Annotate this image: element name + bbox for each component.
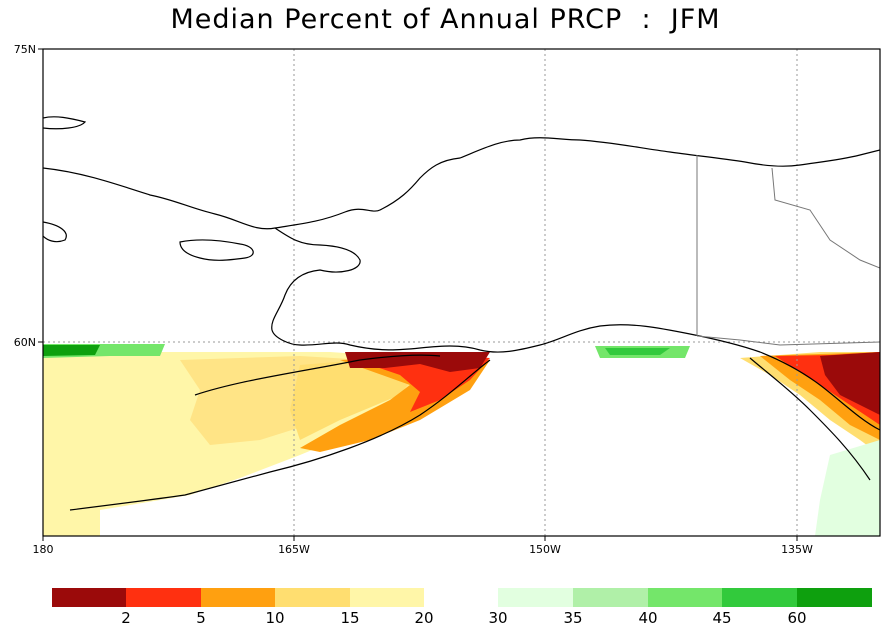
axis-ticks bbox=[38, 48, 798, 541]
lon-label-135w: 135W bbox=[781, 543, 813, 556]
colorbar-swatch-35-40 bbox=[573, 588, 648, 607]
colorbar-swatch-15-20 bbox=[350, 588, 424, 607]
border-line bbox=[696, 155, 880, 346]
colorbar-swatch-2-5 bbox=[126, 588, 201, 607]
colorbar-swatch-40-45 bbox=[648, 588, 722, 607]
lon-label-165w: 165W bbox=[278, 543, 310, 556]
colorbar-label: 15 bbox=[340, 609, 360, 627]
colorbar-swatch-10-15 bbox=[275, 588, 350, 607]
lon-label-180: 180 bbox=[33, 543, 54, 556]
colorbar-swatch-30-35 bbox=[498, 588, 573, 607]
colorbar-swatch-45-60 bbox=[722, 588, 797, 607]
colorbar-swatch-gt60 bbox=[797, 588, 872, 607]
coastline bbox=[43, 116, 880, 511]
colorbar-swatch-lt2 bbox=[52, 588, 126, 607]
colorbar-label: 5 bbox=[196, 609, 206, 627]
lat-label-75n: 75N bbox=[14, 43, 36, 56]
lon-label-150w: 150W bbox=[529, 543, 561, 556]
lat-label-60n: 60N bbox=[14, 336, 36, 349]
map-frame bbox=[42, 48, 881, 537]
colorbar-swatch-5-10 bbox=[201, 588, 275, 607]
shaded-field bbox=[43, 344, 880, 536]
colorbar-label: 10 bbox=[265, 609, 285, 627]
colorbar-label: 40 bbox=[638, 609, 658, 627]
colorbar-label: 35 bbox=[563, 609, 583, 627]
colorbar-label: 20 bbox=[414, 609, 434, 627]
gridlines bbox=[43, 49, 880, 536]
colorbar-label: 45 bbox=[712, 609, 732, 627]
colorbar-label: 2 bbox=[121, 609, 131, 627]
colorbar-label: 30 bbox=[488, 609, 508, 627]
map-title: Median Percent of Annual PRCP : JFM bbox=[170, 4, 721, 35]
colorbar-label: 60 bbox=[787, 609, 807, 627]
